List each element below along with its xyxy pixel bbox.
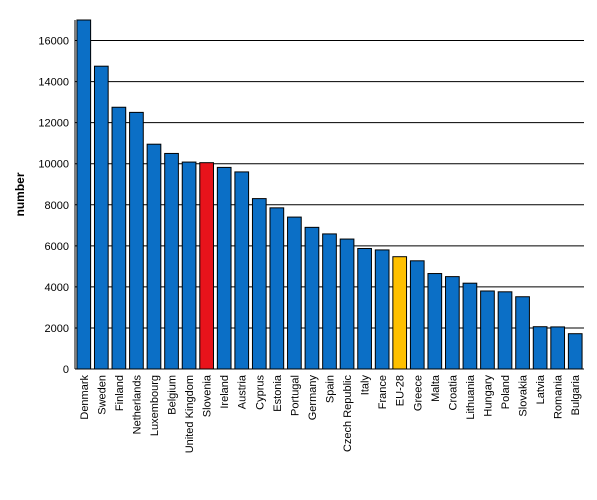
x-tick-label: Austria — [237, 374, 249, 409]
y-tick-label: 4000 — [45, 282, 69, 294]
x-tick-label: Lithuania — [465, 374, 477, 420]
bar-lithuania — [462, 282, 478, 370]
x-tick-label: Netherlands — [131, 375, 143, 435]
axes — [74, 20, 584, 370]
bar-malta — [427, 273, 443, 370]
bar-united-kingdom — [181, 161, 197, 370]
y-tick-label: 6000 — [45, 241, 69, 253]
y-tick-label: 12000 — [38, 118, 69, 130]
bar-romania — [550, 326, 566, 370]
x-tick-label: Croatia — [447, 374, 459, 410]
x-tick-label: Malta — [430, 374, 442, 402]
bar-bulgaria — [567, 333, 583, 370]
x-tick-label: Portugal — [289, 375, 301, 416]
x-tick-label: Czech Republic — [342, 375, 354, 453]
bar-estonia — [269, 207, 285, 370]
y-tick-label: 10000 — [38, 159, 69, 171]
bar-luxembourg — [146, 143, 162, 370]
bar-belgium — [164, 152, 179, 370]
x-tick-label: United Kingdom — [184, 375, 196, 453]
x-tick-label: EU-28 — [395, 375, 407, 406]
y-tick-label: 0 — [63, 364, 69, 376]
bar-denmark — [76, 19, 92, 370]
x-tick-labels: Denmark Sweden Finland Netherlands Luxembour… — [79, 374, 582, 453]
bar-ireland — [216, 166, 232, 370]
bars — [76, 19, 583, 370]
bar-france — [374, 249, 390, 370]
x-tick-label: Belgium — [167, 375, 179, 415]
x-tick-label: Slovakia — [518, 374, 530, 416]
y-tick-label: 14000 — [38, 77, 69, 89]
x-tick-label: Slovenia — [202, 374, 214, 417]
x-tick-label: Cyprus — [254, 375, 266, 410]
x-tick-label: Ireland — [219, 375, 231, 409]
bar-poland — [497, 291, 513, 370]
bar-germany — [304, 226, 320, 370]
x-tick-label: Greece — [412, 375, 424, 411]
x-tick-label: Romania — [553, 374, 565, 419]
bar-croatia — [445, 276, 460, 370]
bar-portugal — [287, 216, 302, 370]
x-tick-label: Hungary — [482, 375, 494, 417]
x-tick-label: Luxembourg — [149, 375, 161, 436]
bar-slovakia — [515, 296, 530, 370]
x-tick-label: Latvia — [535, 374, 547, 404]
bar-hungary — [480, 290, 495, 370]
bar-netherlands — [129, 111, 144, 370]
y-tick-labels: 0 2000 4000 6000 8000 10000 12000 14000 16000 — [38, 36, 69, 376]
y-tick-label: 16000 — [38, 36, 69, 48]
y-tick-label: 8000 — [45, 200, 69, 212]
x-tick-label: Germany — [307, 375, 319, 421]
bar-latvia — [532, 326, 548, 370]
bar-spain — [322, 233, 337, 370]
bar-sweden — [93, 65, 109, 370]
y-tick-label: 2000 — [45, 323, 69, 335]
bar-finland — [111, 106, 127, 370]
x-tick-label: Estonia — [272, 374, 284, 412]
bar-czech-republic — [339, 238, 355, 370]
bar-slovenia — [199, 162, 214, 370]
bar-cyprus — [251, 198, 267, 370]
bar-eu-28 — [392, 256, 408, 370]
y-axis-title: number — [13, 172, 27, 216]
bar-austria — [234, 171, 250, 370]
x-tick-label: Denmark — [79, 375, 91, 420]
x-tick-label: France — [377, 375, 389, 409]
bar-italy — [357, 247, 372, 370]
x-tick-label: Italy — [360, 375, 372, 396]
x-tick-label: Spain — [325, 375, 337, 403]
x-tick-label: Bulgaria — [570, 374, 582, 415]
x-tick-label: Poland — [500, 375, 512, 409]
bar-greece — [409, 260, 425, 370]
x-tick-label: Finland — [114, 375, 126, 411]
x-tick-label: Sweden — [96, 375, 108, 415]
